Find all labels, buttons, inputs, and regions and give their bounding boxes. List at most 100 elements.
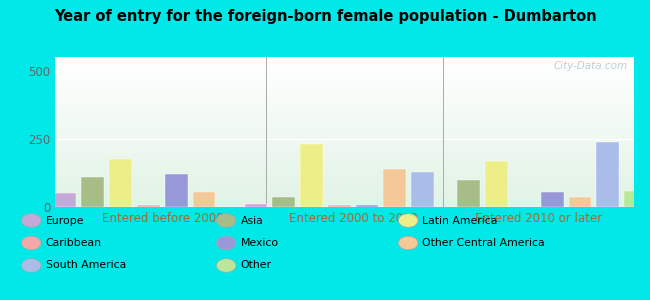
Bar xyxy=(55,124,634,125)
Bar xyxy=(55,111,634,112)
Bar xyxy=(55,171,634,172)
Bar xyxy=(624,190,647,207)
Bar xyxy=(55,99,634,100)
Bar xyxy=(55,154,634,155)
Bar xyxy=(55,192,634,193)
Bar xyxy=(55,91,634,92)
Bar xyxy=(55,85,634,86)
Bar xyxy=(55,127,634,128)
Bar xyxy=(55,72,634,73)
Bar xyxy=(55,79,634,80)
Bar xyxy=(55,105,634,106)
Bar xyxy=(356,205,378,207)
Bar xyxy=(55,96,634,97)
Bar xyxy=(55,182,634,183)
Text: Latin America: Latin America xyxy=(422,215,498,226)
Bar xyxy=(244,204,267,207)
Bar xyxy=(458,180,480,207)
Bar xyxy=(328,205,351,207)
Bar xyxy=(55,161,634,162)
Bar xyxy=(55,170,634,171)
Bar xyxy=(55,103,634,104)
Bar xyxy=(55,147,634,148)
Bar xyxy=(55,191,634,192)
Bar xyxy=(55,206,634,207)
Bar xyxy=(55,67,634,68)
Bar xyxy=(55,195,634,196)
Bar xyxy=(55,59,634,60)
Bar xyxy=(55,143,634,144)
Bar xyxy=(55,65,634,66)
Bar xyxy=(55,100,634,101)
Bar xyxy=(55,146,634,147)
Bar xyxy=(55,71,634,72)
Bar xyxy=(55,120,634,121)
Bar xyxy=(55,155,634,156)
Bar xyxy=(55,194,634,195)
Bar xyxy=(55,130,634,131)
Bar xyxy=(55,113,634,114)
Bar xyxy=(55,92,634,93)
Bar xyxy=(55,149,634,150)
Text: Other Central America: Other Central America xyxy=(422,238,545,248)
Bar xyxy=(55,69,634,70)
Bar xyxy=(55,89,634,90)
Bar xyxy=(55,81,634,82)
Bar xyxy=(55,157,634,158)
Bar xyxy=(55,102,634,103)
Bar xyxy=(55,189,634,190)
Bar xyxy=(55,97,634,98)
Text: City-Data.com: City-Data.com xyxy=(554,61,628,71)
Text: Caribbean: Caribbean xyxy=(46,238,101,248)
Bar xyxy=(55,117,634,118)
Bar xyxy=(55,104,634,105)
Bar xyxy=(55,114,634,115)
Bar xyxy=(55,87,634,88)
Bar xyxy=(55,144,634,145)
Bar xyxy=(55,118,634,119)
Bar xyxy=(55,66,634,67)
Bar xyxy=(384,169,406,207)
Bar xyxy=(55,132,634,133)
Bar xyxy=(55,160,634,161)
Bar xyxy=(55,166,634,167)
Bar xyxy=(300,144,323,207)
Bar xyxy=(55,188,634,189)
Bar xyxy=(55,93,634,94)
Bar xyxy=(137,205,160,207)
Bar xyxy=(55,180,634,181)
Bar xyxy=(55,177,634,178)
Bar xyxy=(55,198,634,199)
Bar xyxy=(55,137,634,138)
Bar xyxy=(55,83,634,84)
Bar xyxy=(55,160,634,161)
Bar xyxy=(55,202,634,203)
Bar xyxy=(55,178,634,179)
Bar xyxy=(55,118,634,119)
Bar xyxy=(55,63,634,64)
Bar xyxy=(55,126,634,127)
Bar xyxy=(55,134,634,135)
Bar xyxy=(55,152,634,153)
Bar xyxy=(55,106,634,107)
Bar xyxy=(55,181,634,182)
Bar xyxy=(55,101,634,102)
Bar xyxy=(55,58,634,59)
Bar xyxy=(192,192,215,207)
Bar xyxy=(55,128,634,129)
Bar xyxy=(55,150,634,151)
Bar xyxy=(55,158,634,159)
Bar xyxy=(55,200,634,201)
Bar xyxy=(55,78,634,79)
Text: Asia: Asia xyxy=(240,215,263,226)
Text: Other: Other xyxy=(240,260,272,271)
Bar xyxy=(55,135,634,136)
Bar xyxy=(55,199,634,200)
Bar xyxy=(55,110,634,111)
Bar xyxy=(569,196,592,207)
Bar xyxy=(55,94,634,95)
Bar xyxy=(55,62,634,63)
Bar xyxy=(54,194,77,207)
Bar xyxy=(55,122,634,123)
Bar xyxy=(55,156,634,157)
